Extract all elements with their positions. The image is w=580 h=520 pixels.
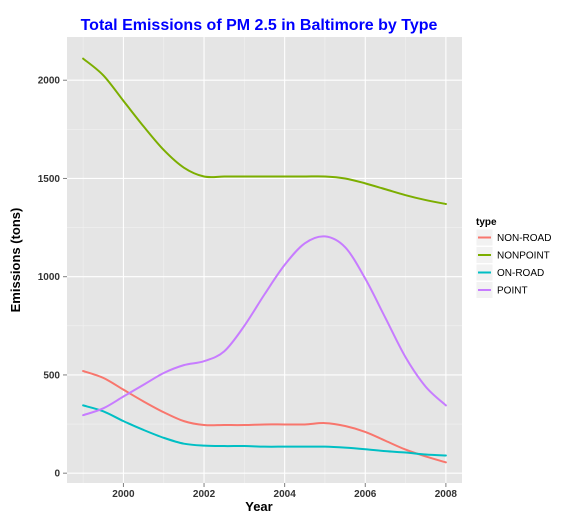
legend-label: ON-ROAD — [497, 268, 544, 279]
series-line-on-road — [82, 404, 447, 457]
y-axis-ticks: 0 500 1000 1500 2000 — [38, 76, 67, 480]
legend: type NON-ROAD NONPOINT ON-ROAD POINT — [475, 217, 551, 299]
legend-label: NONPOINT — [497, 251, 550, 262]
y-tick-label: 2000 — [38, 76, 61, 87]
x-tick-label: 2008 — [435, 489, 458, 500]
series-line-nonpoint — [82, 57, 447, 205]
y-tick-label: 0 — [54, 469, 60, 480]
x-axis-ticks: 2000 2002 2004 2006 2008 — [112, 483, 457, 500]
x-tick-label: 2002 — [193, 489, 216, 500]
y-tick-label: 1500 — [38, 174, 61, 185]
x-tick-label: 2000 — [112, 489, 135, 500]
major-gridlines — [67, 37, 462, 483]
y-tick-label: 1000 — [38, 272, 61, 283]
legend-item-on-road: ON-ROAD — [475, 263, 544, 282]
series-line-point — [82, 235, 447, 417]
legend-title: type — [476, 217, 497, 228]
x-tick-label: 2004 — [274, 489, 297, 500]
y-axis-title: Emissions (tons) — [8, 208, 23, 313]
x-tick-label: 2006 — [354, 489, 377, 500]
legend-label: NON-ROAD — [497, 233, 551, 244]
series-line-non-road — [82, 370, 447, 464]
legend-item-nonpoint: NONPOINT — [475, 246, 550, 264]
chart-title: Total Emissions of PM 2.5 in Baltimore b… — [81, 17, 438, 34]
legend-item-point: POINT — [475, 281, 528, 299]
x-axis-title: Year — [245, 499, 272, 514]
legend-label: POINT — [497, 286, 528, 297]
series-lines — [82, 57, 447, 464]
y-tick-label: 500 — [43, 370, 60, 381]
legend-item-non-road: NON-ROAD — [475, 228, 551, 247]
